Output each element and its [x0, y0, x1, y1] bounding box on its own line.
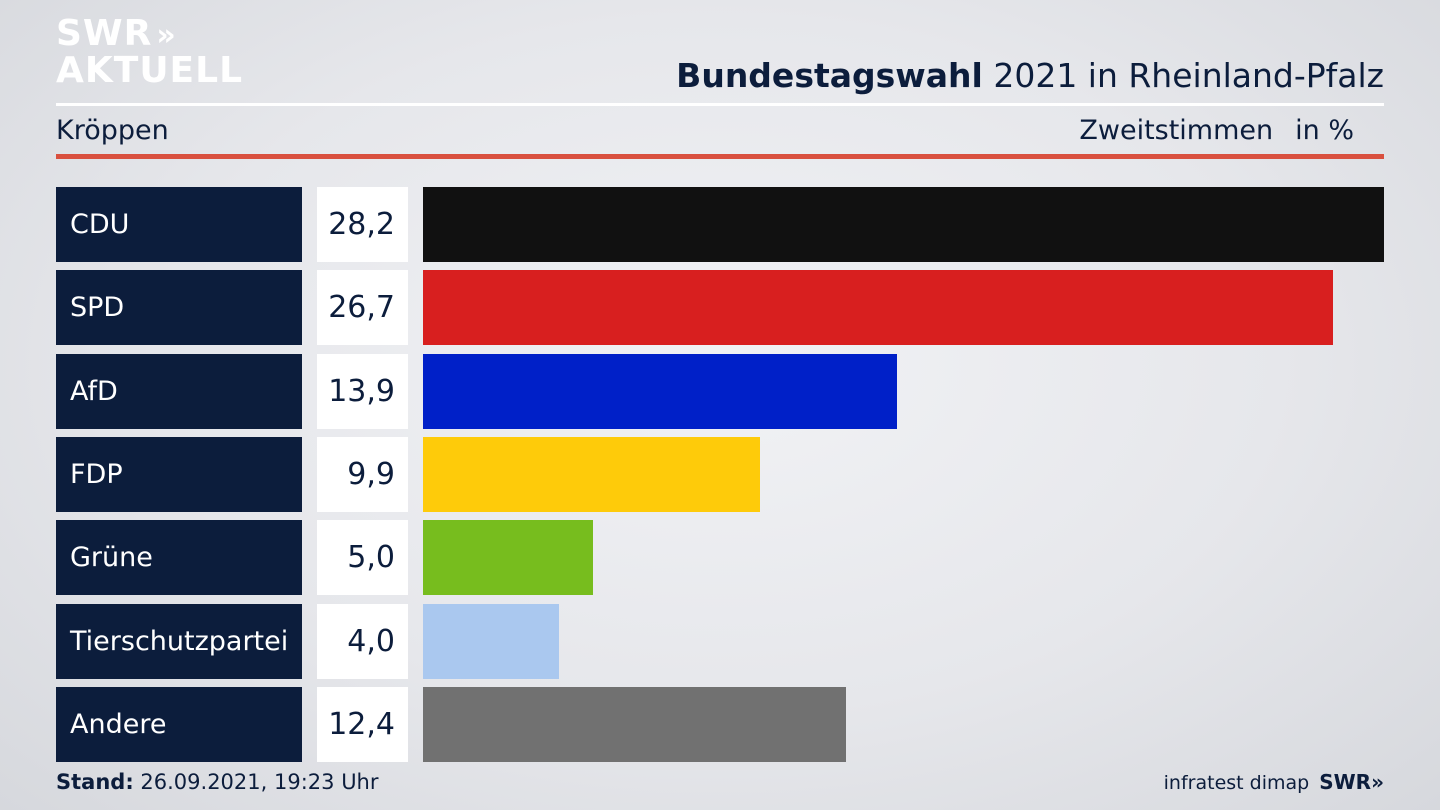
value-label: 4,0 [317, 604, 408, 679]
party-label: FDP [56, 437, 302, 512]
bar-andere [423, 687, 846, 762]
party-label: CDU [56, 187, 302, 262]
value-label: 5,0 [317, 520, 408, 595]
party-label: Tierschutzpartei [56, 604, 302, 679]
party-label: SPD [56, 270, 302, 345]
title-bold: Bundestagswahl [676, 56, 983, 95]
measure-header: Zweitstimmen in % [1079, 115, 1354, 146]
measure-label: Zweitstimmen [1079, 115, 1274, 146]
value-label: 26,7 [317, 270, 408, 345]
unit-label: in % [1295, 115, 1354, 146]
party-label: AfD [56, 354, 302, 429]
stand-value: 26.09.2021, 19:23 Uhr [140, 770, 379, 794]
value-label: 13,9 [317, 354, 408, 429]
value-label: 12,4 [317, 687, 408, 762]
party-label: Grüne [56, 520, 302, 595]
swr-brand-logo: SWR» [1319, 770, 1384, 794]
party-label: Andere [56, 687, 302, 762]
bar-cdu [423, 187, 1384, 262]
header-divider [56, 103, 1384, 106]
bar-fdp [423, 437, 760, 512]
logo-line-2: AKTUELL [56, 50, 244, 91]
bar-spd [423, 270, 1333, 345]
bar-grüne [423, 520, 593, 595]
region-label: Kröppen [56, 115, 169, 146]
value-label: 28,2 [317, 187, 408, 262]
swr-aktuell-logo: SWR» AKTUELL [56, 13, 244, 92]
logo-line-1: SWR» [56, 13, 226, 54]
logo-swr-text: SWR [56, 13, 153, 54]
accent-divider [56, 154, 1384, 159]
bar-afd [423, 354, 897, 429]
bar-tierschutzpartei [423, 604, 559, 679]
source-label: infratest dimap [1163, 772, 1310, 794]
value-label: 9,9 [317, 437, 408, 512]
stand-label: Stand: [56, 770, 134, 794]
title-rest: 2021 in Rheinland-Pfalz [993, 56, 1384, 95]
page-title: Bundestagswahl 2021 in Rheinland-Pfalz [676, 56, 1384, 95]
timestamp: Stand: 26.09.2021, 19:23 Uhr [56, 770, 379, 794]
source-credit: infratest dimap SWR» [1164, 770, 1384, 794]
